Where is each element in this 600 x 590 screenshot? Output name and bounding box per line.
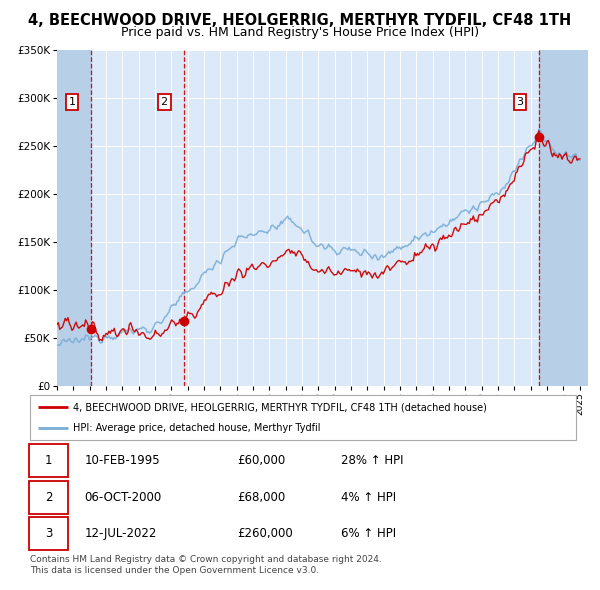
Text: 10-FEB-1995: 10-FEB-1995 [85, 454, 160, 467]
Text: £60,000: £60,000 [238, 454, 286, 467]
Text: 28% ↑ HPI: 28% ↑ HPI [341, 454, 404, 467]
Bar [539, 50, 588, 386]
Text: 3: 3 [517, 97, 523, 107]
Text: Contains HM Land Registry data © Crown copyright and database right 2024.
This d: Contains HM Land Registry data © Crown c… [30, 555, 382, 575]
Text: 06-OCT-2000: 06-OCT-2000 [85, 491, 162, 504]
FancyBboxPatch shape [29, 517, 68, 550]
Text: HPI: Average price, detached house, Merthyr Tydfil: HPI: Average price, detached house, Mert… [73, 422, 320, 432]
FancyBboxPatch shape [30, 395, 576, 440]
FancyBboxPatch shape [29, 481, 68, 514]
Text: 2: 2 [161, 97, 168, 107]
Text: 6% ↑ HPI: 6% ↑ HPI [341, 527, 397, 540]
FancyBboxPatch shape [29, 444, 68, 477]
Text: 12-JUL-2022: 12-JUL-2022 [85, 527, 157, 540]
Text: £68,000: £68,000 [238, 491, 286, 504]
Text: 1: 1 [68, 97, 76, 107]
Text: Price paid vs. HM Land Registry's House Price Index (HPI): Price paid vs. HM Land Registry's House … [121, 26, 479, 39]
Bar [57, 50, 91, 386]
Text: 4, BEECHWOOD DRIVE, HEOLGERRIG, MERTHYR TYDFIL, CF48 1TH: 4, BEECHWOOD DRIVE, HEOLGERRIG, MERTHYR … [28, 13, 572, 28]
Bar [539, 50, 588, 386]
Bar [57, 50, 91, 386]
Text: 2: 2 [45, 491, 52, 504]
Text: 1: 1 [45, 454, 52, 467]
Text: 4% ↑ HPI: 4% ↑ HPI [341, 491, 397, 504]
Text: 3: 3 [45, 527, 52, 540]
Text: 4, BEECHWOOD DRIVE, HEOLGERRIG, MERTHYR TYDFIL, CF48 1TH (detached house): 4, BEECHWOOD DRIVE, HEOLGERRIG, MERTHYR … [73, 402, 487, 412]
Text: £260,000: £260,000 [238, 527, 293, 540]
